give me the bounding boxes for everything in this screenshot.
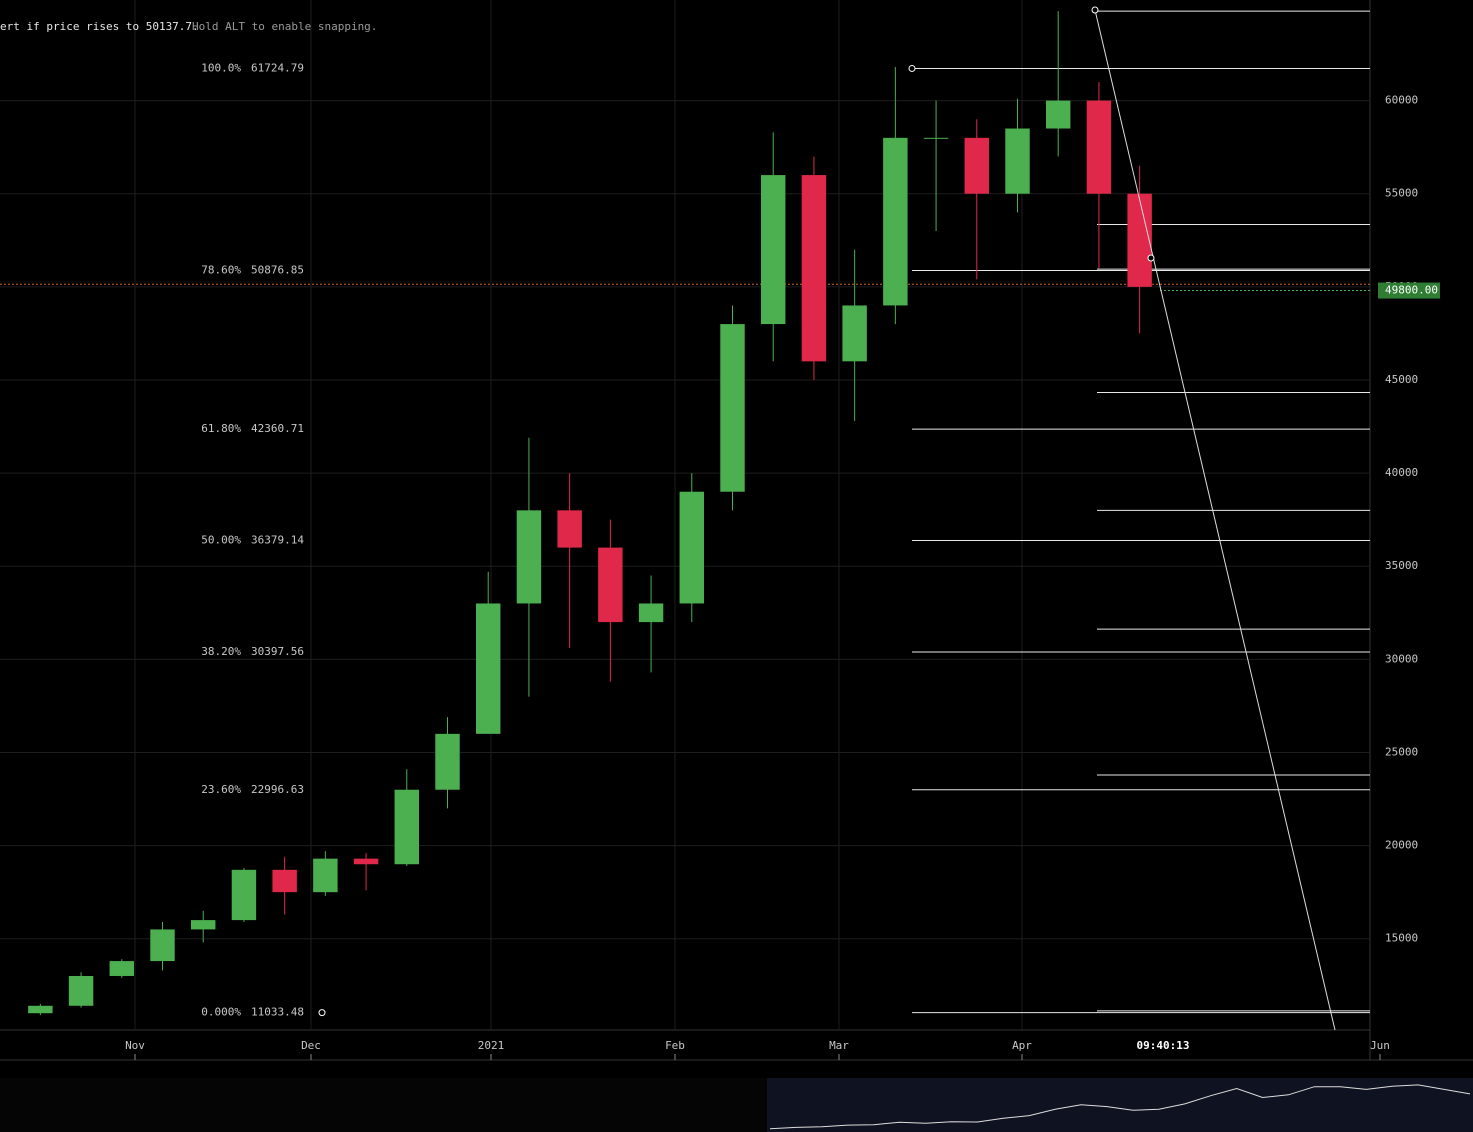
fib-percent: 78.60% xyxy=(201,264,241,277)
last-price-box xyxy=(1378,282,1440,299)
x-tick-label: Apr xyxy=(1012,1039,1032,1052)
fib-price: 11033.48 xyxy=(251,1006,304,1019)
last-price-label: 49800.00 xyxy=(1385,284,1438,297)
handle xyxy=(1147,254,1155,262)
candle-body xyxy=(313,858,338,893)
candle-body xyxy=(720,324,745,492)
candle-body xyxy=(923,137,949,139)
navigator xyxy=(769,1084,1471,1130)
navigator-window xyxy=(767,1078,1473,1132)
candle-body xyxy=(28,1005,53,1014)
fib-price: 42360.71 xyxy=(251,422,304,435)
x-tick-label: Jun xyxy=(1370,1039,1390,1052)
x-tick-label: Nov xyxy=(125,1039,145,1052)
navigator-left xyxy=(0,1078,767,1132)
fib-price: 36379.14 xyxy=(251,534,304,547)
snap-hint: Hold ALT to enable snapping. xyxy=(192,20,377,33)
candle-body xyxy=(109,961,134,976)
x-tick-label: Mar xyxy=(829,1039,849,1052)
candle-body xyxy=(964,137,989,194)
candle-body xyxy=(476,603,501,734)
fib-price: 30397.56 xyxy=(251,645,304,658)
y-tick-label: 60000 xyxy=(1385,94,1418,107)
candle-body xyxy=(1005,128,1030,194)
candle-body xyxy=(394,789,419,865)
trend-line xyxy=(1094,9,1336,1031)
candles xyxy=(28,11,1152,1016)
y-tick-label: 25000 xyxy=(1385,745,1418,758)
y-tick-label: 45000 xyxy=(1385,373,1418,386)
fib-price: 50876.85 xyxy=(251,264,304,277)
fib-handle xyxy=(908,64,916,72)
candle-body xyxy=(516,510,542,604)
candle-body xyxy=(761,175,786,325)
candle-body xyxy=(353,858,379,865)
handle xyxy=(1091,6,1099,14)
candle-body xyxy=(68,975,94,1006)
candle-body xyxy=(679,491,704,604)
candle-body xyxy=(231,869,257,921)
candle-body xyxy=(1127,193,1152,287)
x-tick-label: 2021 xyxy=(478,1039,505,1052)
fib-percent: 50.00% xyxy=(201,534,241,547)
fib-percent: 23.60% xyxy=(201,783,241,796)
y-tick-label: 55000 xyxy=(1385,187,1418,200)
y-tick-label: 15000 xyxy=(1385,932,1418,945)
candle-body xyxy=(557,510,582,548)
candle-body xyxy=(598,547,623,623)
candle-body xyxy=(638,603,664,623)
candle-body xyxy=(842,305,867,362)
x-tick-label: Feb xyxy=(665,1039,685,1052)
fib-price: 61724.79 xyxy=(251,61,304,74)
candle-body xyxy=(191,920,216,930)
candle-body xyxy=(272,869,297,893)
y-tick-label: 40000 xyxy=(1385,466,1418,479)
candle-body xyxy=(1086,100,1112,194)
candle-body xyxy=(435,733,460,790)
candle-body xyxy=(150,929,175,962)
axes: 1500020000250003000035000400004500050000… xyxy=(125,94,1440,1060)
fib-percent: 100.0% xyxy=(201,61,241,74)
y-tick-label: 30000 xyxy=(1385,652,1418,665)
fib-percent: 38.20% xyxy=(201,645,241,658)
candle-body xyxy=(801,175,827,362)
fib-retracement: 100.0% 61724.79 78.60% 50876.85 61.80% 42360.… xyxy=(0,10,1370,1019)
fib-handle xyxy=(318,1009,326,1017)
x-tick-label: Dec xyxy=(301,1039,321,1052)
candle-body xyxy=(1046,100,1071,129)
crosshair-time: 09:40:13 xyxy=(1137,1039,1190,1052)
y-tick-label: 35000 xyxy=(1385,559,1418,572)
navigator-line xyxy=(769,1084,1471,1130)
fib-price: 22996.63 xyxy=(251,783,304,796)
fib-percent: 61.80% xyxy=(201,422,241,435)
alert-hint: ert if price rises to 50137.7. xyxy=(0,20,199,33)
fib-percent: 0.000% xyxy=(201,1006,241,1019)
y-tick-label: 20000 xyxy=(1385,839,1418,852)
candle-body xyxy=(883,137,908,306)
